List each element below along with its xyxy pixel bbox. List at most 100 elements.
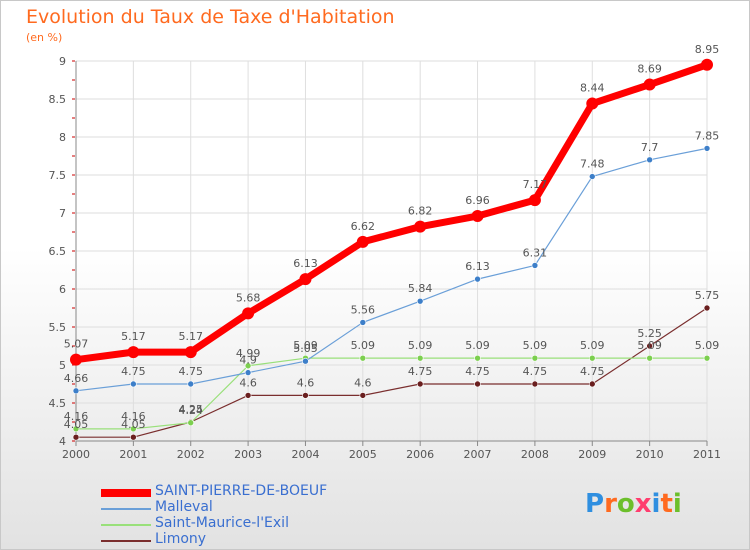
data-point (588, 380, 596, 388)
data-point (531, 380, 539, 388)
data-label: 4.16 (64, 410, 89, 423)
y-tick-label: 4 (59, 435, 66, 448)
data-label: 5.09 (351, 339, 376, 352)
data-label: 8.69 (637, 63, 662, 76)
data-label: 6.13 (293, 257, 318, 270)
data-label: 5.09 (637, 339, 662, 352)
data-label: 8.95 (695, 43, 720, 56)
data-label: 4.6 (297, 376, 315, 389)
data-point (703, 145, 711, 152)
x-tick-label: 2006 (406, 448, 434, 461)
data-label: 4.99 (236, 347, 261, 360)
series-line-3 (75, 307, 708, 438)
data-point (127, 346, 140, 359)
data-point (187, 380, 195, 388)
data-point (643, 78, 656, 91)
data-point (646, 354, 653, 362)
data-label: 5.09 (580, 339, 605, 352)
data-label: 4.05 (121, 418, 146, 431)
legend-label: Saint-Maurice-l'Exil (155, 515, 289, 531)
data-point (646, 156, 653, 164)
data-label: 5.09 (523, 339, 548, 352)
data-label: 4.6 (239, 376, 257, 389)
data-label: 4.9 (239, 354, 257, 367)
data-label: 6.96 (465, 194, 490, 207)
data-label: 6.82 (408, 205, 433, 218)
data-point (72, 425, 80, 433)
data-label: 4.75 (121, 365, 146, 378)
y-tick-label: 8.5 (49, 93, 67, 106)
data-label: 6.31 (523, 246, 548, 259)
data-point (244, 362, 252, 370)
data-point (302, 357, 309, 365)
data-point (703, 354, 711, 362)
data-label: 5.09 (695, 339, 720, 352)
x-tick-label: 2001 (119, 448, 147, 461)
data-label: 5.17 (121, 330, 146, 343)
data-label: 5.75 (695, 289, 720, 302)
data-point (586, 97, 599, 110)
series-line-0 (72, 61, 711, 364)
data-point (130, 425, 137, 433)
data-label: 5.56 (351, 303, 376, 316)
data-label: 5.84 (408, 282, 433, 295)
data-label: 5.68 (236, 291, 261, 304)
data-point (474, 380, 481, 388)
y-tick-label: 6 (59, 283, 66, 296)
data-label: 4.75 (178, 365, 203, 378)
data-label: 6.62 (351, 220, 376, 233)
y-tick-label: 7 (59, 207, 66, 220)
data-point (359, 319, 367, 326)
data-label: 4.25 (178, 403, 203, 416)
data-label: 5.09 (408, 339, 433, 352)
data-label: 4.75 (465, 365, 490, 378)
data-point (416, 380, 424, 388)
data-point (701, 58, 713, 71)
data-point (70, 353, 82, 366)
x-tick-label: 2005 (349, 448, 377, 461)
data-label: 5.05 (293, 342, 318, 355)
data-point (299, 273, 312, 286)
data-label: 4.6 (354, 376, 372, 389)
x-tick-label: 2011 (693, 448, 721, 461)
legend-swatch (101, 540, 151, 542)
legend-swatch (101, 524, 151, 526)
data-label: 4.66 (64, 372, 89, 385)
proxiti-logo: Proxiti (585, 489, 682, 519)
x-tick-label: 2004 (291, 448, 319, 461)
data-label: 4.75 (523, 365, 548, 378)
legend-label: SAINT-PIERRE-DE-BOEUF (155, 483, 328, 499)
data-label: 5.09 (293, 339, 318, 352)
x-tick-label: 2002 (177, 448, 205, 461)
data-point (531, 262, 539, 269)
legend-swatch (101, 508, 151, 510)
data-label: 7.17 (523, 178, 548, 191)
data-label: 4.24 (178, 404, 203, 417)
chart-unit-label: (en %) (26, 31, 63, 44)
legend-label: Malleval (155, 499, 213, 515)
y-tick-label: 5 (59, 359, 66, 372)
data-point (416, 354, 424, 362)
data-label: 4.75 (408, 365, 433, 378)
data-label: 8.44 (580, 82, 605, 95)
series-line-1 (75, 147, 708, 392)
data-point (302, 392, 309, 399)
data-point (130, 433, 137, 441)
data-label: 7.85 (695, 129, 720, 142)
data-label: 5.07 (64, 338, 89, 351)
data-label: 5.25 (637, 327, 662, 340)
x-tick-label: 2003 (234, 448, 262, 461)
data-point (528, 194, 541, 207)
data-label: 4.05 (64, 418, 89, 431)
legend-swatch (101, 489, 151, 497)
data-label: 7.48 (580, 158, 605, 171)
data-point (130, 380, 137, 388)
chart-title: Evolution du Taux de Taxe d'Habitation (26, 6, 395, 28)
data-label: 5.17 (178, 330, 203, 343)
data-point (242, 307, 255, 320)
data-point (588, 173, 596, 180)
x-tick-label: 2007 (464, 448, 492, 461)
data-point (72, 433, 80, 441)
